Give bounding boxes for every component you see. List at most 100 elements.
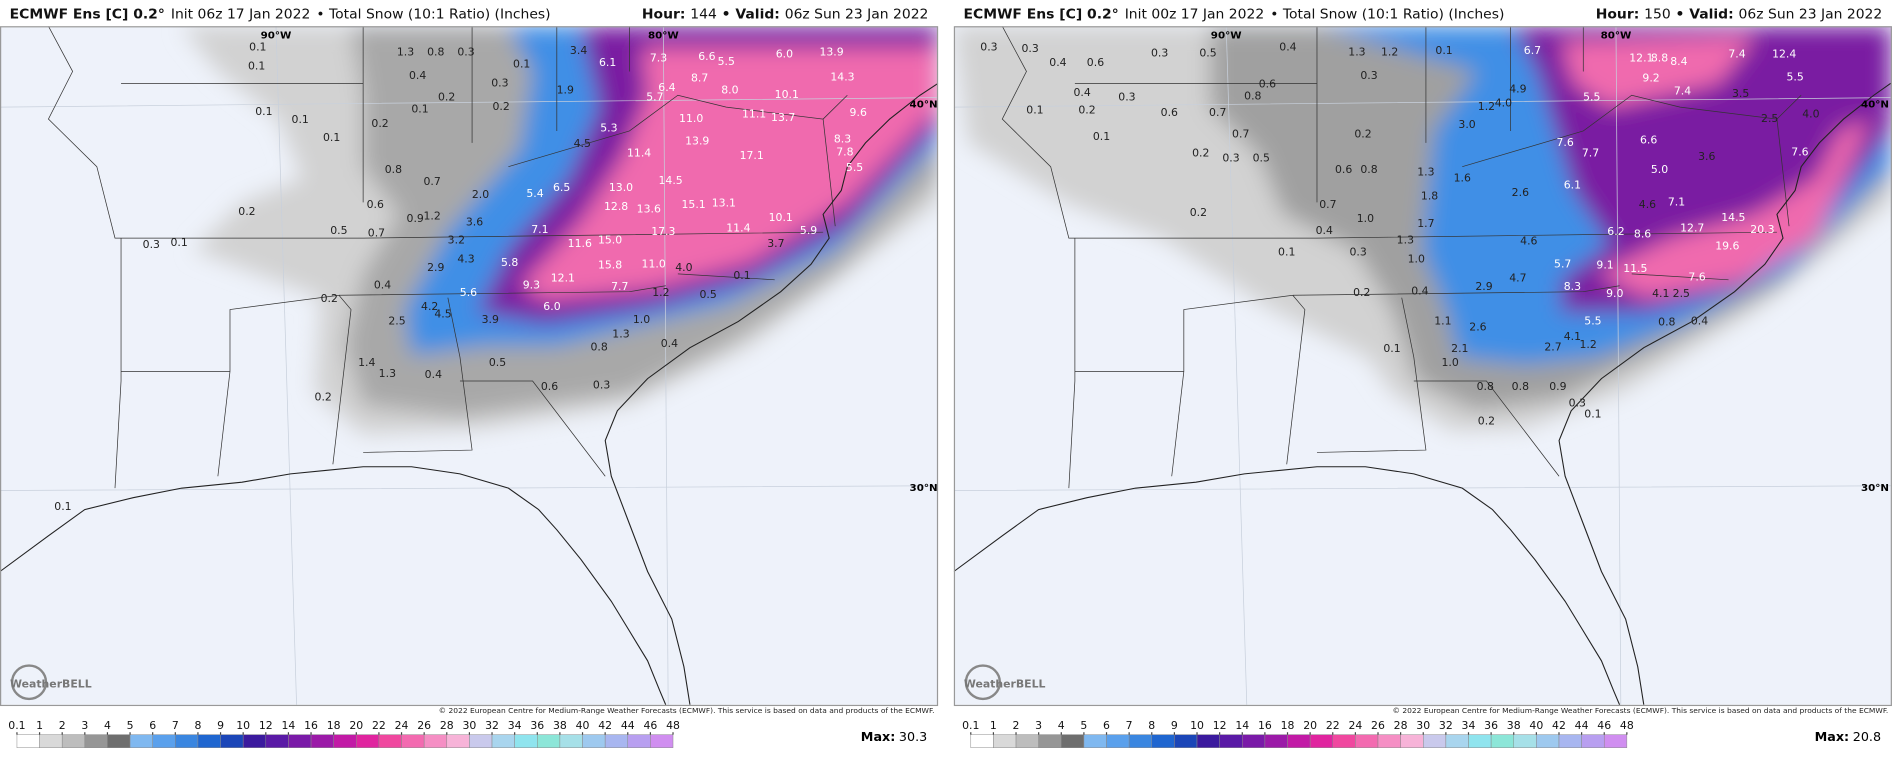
snow-label: 1.0 xyxy=(1408,253,1425,266)
colorbar-swatch xyxy=(1513,734,1537,748)
colorbar-label: 26 xyxy=(417,719,431,732)
colorbar-swatch xyxy=(16,734,40,748)
snow-label: 0.4 xyxy=(1411,285,1428,298)
lon-label: 80°W xyxy=(648,31,679,42)
snow-label: 0.8 xyxy=(1658,316,1675,329)
colorbar-swatch xyxy=(1558,734,1582,748)
snow-label: 9.6 xyxy=(850,106,867,119)
snow-label: 4.0 xyxy=(1495,97,1512,110)
product: • Total Snow (10:1 Ratio) (Inches) xyxy=(1270,6,1504,22)
snow-label: 0.7 xyxy=(1319,198,1336,211)
colorbar-label: 32 xyxy=(485,719,499,732)
colorbar-swatch xyxy=(61,734,86,748)
header-left: ECMWF Ens [C] 0.2° Init 06z 17 Jan 2022 • … xyxy=(10,6,551,22)
snow-label: 0.6 xyxy=(1259,78,1276,91)
colorbar-label: 20 xyxy=(349,719,363,732)
colorbar-swatch xyxy=(1219,734,1243,748)
snow-label: 8.3 xyxy=(834,132,851,145)
colorbar-label: 40 xyxy=(576,719,590,732)
lat-label: 40°N xyxy=(910,100,938,111)
snow-label: 11.0 xyxy=(679,112,703,125)
colorbar-label: 20 xyxy=(1303,719,1317,732)
snow-label: 9.0 xyxy=(1606,287,1623,300)
colorbar-swatch xyxy=(1309,734,1333,748)
colorbar-label: 44 xyxy=(621,719,635,732)
snow-label: 13.7 xyxy=(771,111,795,124)
snow-label: 1.3 xyxy=(397,45,414,58)
colorbar-swatch xyxy=(220,734,244,748)
valid-label: • Valid: xyxy=(1676,6,1734,22)
snow-label: 5.7 xyxy=(646,91,663,104)
snow-label: 1.0 xyxy=(1441,356,1458,369)
snow-label: 11.4 xyxy=(726,222,750,235)
snow-label: 4.6 xyxy=(1520,235,1537,248)
product: • Total Snow (10:1 Ratio) (Inches) xyxy=(316,6,550,22)
snow-label: 1.3 xyxy=(1348,45,1365,58)
snow-label: 1.1 xyxy=(1434,315,1451,328)
snow-label: 0.3 xyxy=(457,45,474,58)
snow-label: 3.4 xyxy=(570,44,587,57)
snow-label: 0.6 xyxy=(1087,56,1104,69)
snow-label: 4.0 xyxy=(675,261,692,274)
colorbar-label: 14 xyxy=(1235,719,1249,732)
colorbar-swatch xyxy=(152,734,176,748)
snow-label: 0.2 xyxy=(492,100,509,113)
colorbar-swatch xyxy=(1174,734,1198,748)
snow-label: 0.1 xyxy=(170,236,187,249)
model: ECMWF Ens [C] 0.2° xyxy=(10,6,165,22)
snow-label: 0.6 xyxy=(1335,163,1352,176)
snow-label: 0.4 xyxy=(1049,56,1066,69)
colorbar-label: 10 xyxy=(236,719,250,732)
snow-label: 8.8 xyxy=(1651,51,1668,64)
colorbar-swatch xyxy=(559,734,583,748)
colorbar-swatch xyxy=(1423,734,1447,748)
colorbar-label: 10 xyxy=(1190,719,1204,732)
colorbar-swatch xyxy=(1490,734,1514,748)
header-left: ECMWF Ens [C] 0.2° Init 00z 17 Jan 2022 • … xyxy=(964,6,1505,22)
snow-label: 1.8 xyxy=(1421,190,1438,203)
hour: 150 xyxy=(1644,6,1671,22)
header-right: Hour: 144 • Valid: 06z Sun 23 Jan 2022 xyxy=(642,6,929,22)
panel: ECMWF Ens [C] 0.2° Init 00z 17 Jan 2022 • … xyxy=(962,6,1889,748)
snow-label: 7.6 xyxy=(1556,136,1573,149)
snow-label: 0.4 xyxy=(1279,41,1296,54)
snow-label: 5.5 xyxy=(718,55,735,68)
colorbar-label: 8 xyxy=(194,719,201,732)
snow-label: 0.2 xyxy=(371,117,388,130)
snow-label: 9.1 xyxy=(1596,259,1613,272)
snow-label: 11.0 xyxy=(642,257,666,270)
copyright: © 2022 European Centre for Medium-Range … xyxy=(439,706,935,715)
snow-label: 0.4 xyxy=(374,279,391,292)
snow-label: 15.1 xyxy=(681,198,705,211)
snow-label: 11.1 xyxy=(742,107,766,120)
snow-label: 4.7 xyxy=(1509,272,1526,285)
snow-label: 0.3 xyxy=(1360,69,1377,82)
colorbar-label: 0.1 xyxy=(962,719,979,732)
logo: WeatherBELL xyxy=(10,678,92,691)
snow-label: 17.1 xyxy=(740,149,764,162)
snow-label: 0.4 xyxy=(1073,86,1090,99)
snow-label: 1.3 xyxy=(1417,166,1434,179)
colorbar-swatch xyxy=(423,734,448,748)
colorbar-swatch xyxy=(491,734,515,748)
snow-label: 0.7 xyxy=(1232,128,1249,141)
snow-label: 15.0 xyxy=(598,234,622,247)
snow-label: 0.1 xyxy=(1093,130,1110,143)
colorbar-label: 34 xyxy=(1462,719,1476,732)
snow-label: 0.3 xyxy=(143,238,160,251)
colorbar-swatch xyxy=(1061,734,1085,748)
snow-label: 0.5 xyxy=(1253,151,1270,164)
snow-label: 9.3 xyxy=(523,279,540,292)
snow-label: 0.3 xyxy=(1569,397,1586,410)
snow-shading xyxy=(181,26,939,435)
colorbar-swatch xyxy=(1468,734,1492,748)
snow-label: 14.3 xyxy=(830,70,854,83)
snow-label: 0.2 xyxy=(1190,206,1207,219)
colorbar-swatch xyxy=(1106,734,1130,748)
colorbar-swatch xyxy=(107,734,131,748)
snow-label: 0.1 xyxy=(54,500,71,513)
lon-label: 90°W xyxy=(261,31,292,42)
snow-label: 13.9 xyxy=(685,135,709,148)
colorbar-swatch xyxy=(39,734,63,748)
